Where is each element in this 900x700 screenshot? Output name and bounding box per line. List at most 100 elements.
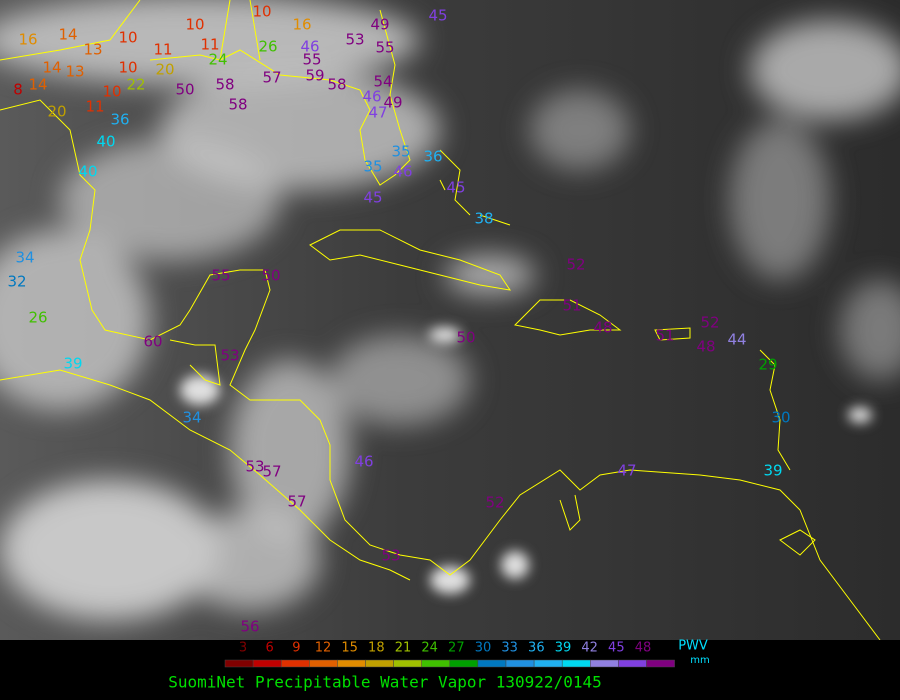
station-value: 49 <box>383 94 402 112</box>
legend-tick-label: 12 <box>315 641 332 656</box>
legend-swatch <box>533 659 563 668</box>
station-value: 8 <box>13 81 23 99</box>
station-value: 48 <box>696 338 715 356</box>
legend-tick-label: 39 <box>555 641 572 656</box>
station-value: 10 <box>118 29 137 47</box>
station-value: 36 <box>423 148 442 166</box>
station-value: 10 <box>252 3 271 21</box>
station-value: 26 <box>258 38 277 56</box>
legend-swatch <box>618 659 647 668</box>
station-value: 55 <box>302 51 321 69</box>
station-value: 34 <box>15 249 34 267</box>
station-value: 47 <box>617 462 636 480</box>
coastlines <box>0 0 881 641</box>
legend-swatch <box>646 659 675 668</box>
station-value: 49 <box>370 16 389 34</box>
station-value: 38 <box>474 210 493 228</box>
station-value: 53 <box>220 347 239 365</box>
station-value: 30 <box>771 409 790 427</box>
legend-label: PWV <box>678 639 708 654</box>
station-value: 10 <box>118 59 137 77</box>
legend-swatch <box>337 659 366 668</box>
station-value: 53 <box>381 547 400 565</box>
legend-swatch <box>280 659 310 668</box>
station-value: 51 <box>655 327 674 345</box>
station-value: 53 <box>245 458 264 476</box>
station-value: 13 <box>65 63 84 81</box>
station-value: 52 <box>485 494 504 512</box>
legend-swatch <box>421 659 451 668</box>
legend-tick-label: 27 <box>448 641 465 656</box>
station-value: 20 <box>155 61 174 79</box>
station-value: 39 <box>763 462 782 480</box>
station-value: 35 <box>363 158 382 176</box>
station-value: 14 <box>58 26 77 44</box>
legend-swatch <box>393 659 422 668</box>
legend-swatch <box>590 659 619 668</box>
legend-swatch <box>449 659 479 668</box>
station-value: 52 <box>566 256 585 274</box>
legend-swatch <box>561 659 591 668</box>
station-value: 45 <box>428 7 447 25</box>
legend-tick-label: 21 <box>395 641 412 656</box>
legend-tick-label: 36 <box>528 641 545 656</box>
legend-tick-label: 9 <box>292 641 300 656</box>
station-value: 55 <box>375 39 394 57</box>
legend-tick-label: 42 <box>581 641 598 656</box>
station-value: 57 <box>262 69 281 87</box>
station-value: 46 <box>393 163 412 181</box>
station-value: 57 <box>262 463 281 481</box>
station-value: 14 <box>42 59 61 77</box>
station-value: 58 <box>215 76 234 94</box>
station-value: 11 <box>85 98 104 116</box>
station-value: 29 <box>758 356 777 374</box>
station-value: 34 <box>182 409 201 427</box>
station-value: 50 <box>261 267 280 285</box>
legend-tick-label: 6 <box>266 641 274 656</box>
legend-tick-label: 30 <box>475 641 492 656</box>
station-value: 26 <box>28 309 47 327</box>
station-value: 46 <box>354 453 373 471</box>
station-value: 55 <box>211 267 230 285</box>
station-value: 46 <box>300 38 319 56</box>
station-value: 51 <box>562 297 581 315</box>
station-value: 20 <box>47 103 66 121</box>
small-clouds <box>180 327 872 594</box>
legend-tick-label: 15 <box>341 641 358 656</box>
station-value: 16 <box>292 16 311 34</box>
station-value: 14 <box>28 76 47 94</box>
station-value: 50 <box>456 329 475 347</box>
legend-swatch <box>309 659 338 668</box>
station-value: 50 <box>175 81 194 99</box>
station-value: 54 <box>373 73 392 91</box>
station-value: 58 <box>327 76 346 94</box>
station-value: 48 <box>593 319 612 337</box>
station-value: 13 <box>83 41 102 59</box>
clouds <box>0 0 900 620</box>
map-title: SuomiNet Precipitable Water Vapor 130922… <box>168 673 601 692</box>
station-value: 53 <box>345 31 364 49</box>
station-value: 40 <box>96 133 115 151</box>
station-value: 56 <box>240 618 259 636</box>
station-value: 52 <box>700 314 719 332</box>
station-value: 45 <box>446 179 465 197</box>
legend-tick-label: 33 <box>501 641 518 656</box>
station-value: 32 <box>7 273 26 291</box>
station-value: 16 <box>18 31 37 49</box>
legend-tick-label: 18 <box>368 641 385 656</box>
legend-panel <box>0 640 900 700</box>
station-value: 58 <box>228 96 247 114</box>
station-value: 10 <box>185 16 204 34</box>
legend-swatch <box>252 659 282 668</box>
station-value: 10 <box>102 83 121 101</box>
station-value: 11 <box>153 41 172 59</box>
station-value: 40 <box>78 163 97 181</box>
station-value: 11 <box>200 36 219 54</box>
legend-tick-label: 48 <box>635 641 652 656</box>
station-value: 60 <box>143 333 162 351</box>
legend-swatch <box>477 659 507 668</box>
station-value: 24 <box>208 51 227 69</box>
station-value: 22 <box>126 76 145 94</box>
legend-swatch <box>365 659 394 668</box>
